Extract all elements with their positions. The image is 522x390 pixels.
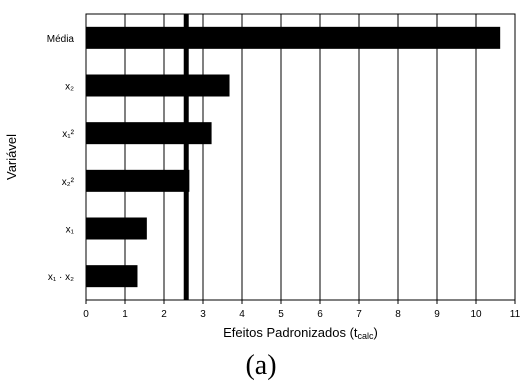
x-axis-title-main: Efeitos Padronizados (t — [223, 325, 358, 340]
bars — [86, 26, 501, 288]
x-tick-label: 0 — [83, 309, 89, 320]
y-tick-label: x₂ — [65, 82, 74, 93]
x-tick-label: 5 — [278, 309, 284, 320]
x-tick-label: 7 — [356, 309, 362, 320]
x-tick-label: 2 — [161, 309, 167, 320]
x-tick-label: 9 — [434, 309, 440, 320]
y-tick-label: x₁ — [66, 225, 75, 236]
x-axis-title: Efeitos Padronizados (tcalc) — [223, 325, 378, 341]
bar — [86, 169, 190, 192]
bar — [86, 26, 501, 49]
x-axis-title-end: ) — [374, 325, 378, 340]
bar — [86, 74, 230, 97]
x-axis-title-sub: calc — [358, 331, 375, 341]
y-tick-label: x₁ · x₂ — [48, 272, 74, 283]
grid-lines — [124, 14, 477, 300]
figure-caption: (a) — [245, 350, 277, 381]
x-axis-ticks: 0 1 2 3 4 5 6 7 8 9 10 11 — [83, 300, 521, 320]
bar — [86, 217, 147, 240]
y-tick-label: Média — [47, 34, 75, 45]
y-tick-label: x₂² — [62, 177, 75, 188]
bar — [86, 122, 212, 145]
y-axis-title: Variável — [4, 134, 19, 180]
x-tick-label: 4 — [239, 309, 245, 320]
x-tick-label: 3 — [200, 309, 206, 320]
x-tick-label: 11 — [510, 309, 521, 320]
x-tick-label: 1 — [122, 309, 128, 320]
x-tick-label: 6 — [317, 309, 323, 320]
x-tick-label: 8 — [395, 309, 401, 320]
plot-frame — [85, 13, 516, 301]
y-tick-label: x₁² — [62, 129, 74, 140]
bar — [86, 265, 138, 288]
x-tick-label: 10 — [470, 309, 482, 320]
y-axis-labels: Média x₂ x₁² x₂² x₁ x₁ · x₂ — [47, 34, 75, 283]
